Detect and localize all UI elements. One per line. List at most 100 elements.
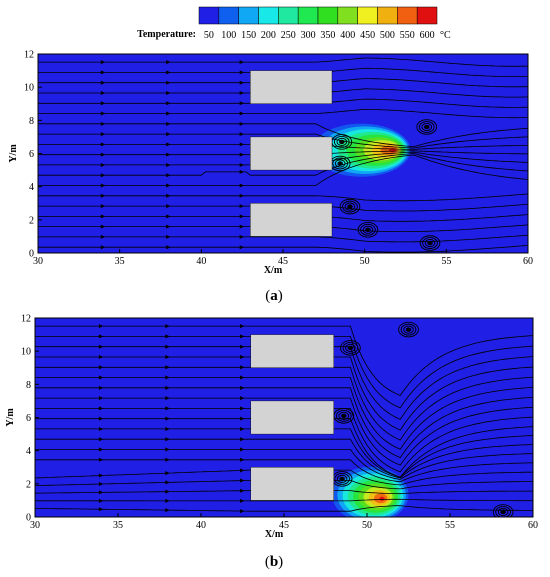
panel-a-flow-arrow <box>239 121 245 126</box>
panel-b-flow-arrow <box>165 457 170 462</box>
panel-a-vortex-ring <box>357 222 379 238</box>
panel-b-flow-arrow <box>240 406 245 411</box>
panel-b-flow-arrow <box>240 416 245 421</box>
panel-a-y-tick-label: 0 <box>29 249 34 260</box>
panel-a-streamline <box>38 153 528 176</box>
colorbar-tick-label: 400 <box>340 30 355 41</box>
panel-b-vortex-ring <box>342 341 359 354</box>
panel-b-flow-arrow <box>165 324 170 329</box>
panel-a-flow-arrow <box>100 142 106 147</box>
panel-b-vortex-ring <box>495 506 511 517</box>
panel-a-flow-arrow <box>100 132 106 137</box>
colorbar-swatch <box>416 6 438 25</box>
panel-b-flow-arrow <box>98 426 104 431</box>
colorbar-swatch <box>278 6 299 25</box>
panel-a-y-tick-label: 6 <box>29 149 34 160</box>
panel-a-vortex-core <box>424 125 429 129</box>
panel-b-vortex-ring <box>345 343 356 352</box>
panel-a-flow-arrow <box>239 80 245 85</box>
panel-b-flow-arrow <box>240 396 245 401</box>
panel-a-flow-arrow <box>239 234 245 239</box>
panel-a-flow-arrow <box>166 214 171 219</box>
panel-b-temperature-plume <box>332 466 409 517</box>
panel-b-vortex-ring <box>403 325 414 334</box>
colorbar-swatch <box>397 6 418 25</box>
panel-b-flow-arrow <box>98 473 104 478</box>
panel-b-x-tick-label: 50 <box>362 520 372 531</box>
panel-a-flow-arrow <box>239 204 245 209</box>
panel-a-letter: a <box>270 288 278 304</box>
panel-b-y-tick-label: 12 <box>21 314 31 325</box>
panel-a-vortex-ring <box>334 159 346 168</box>
panel-a-flow-arrow <box>100 152 106 157</box>
panel-a-flow-arrow <box>100 60 106 65</box>
panel-b-open-paren: ( <box>265 554 270 570</box>
panel-b-obstacles <box>250 334 335 501</box>
panel-b-flow-arrow <box>98 416 104 421</box>
panel-a-flow-arrow <box>166 152 171 157</box>
colorbar-swatch <box>297 6 319 25</box>
panel-b-streamline <box>35 459 533 483</box>
panel-b-flow-arrow <box>165 354 170 359</box>
panel-a-flow-arrow <box>166 193 171 198</box>
panel-b-streamline <box>35 449 533 480</box>
panel-b-obstacle <box>250 400 335 435</box>
panel-b-flow-arrow <box>98 385 104 390</box>
panel-a-vortex-ring <box>336 137 348 146</box>
panel-a-flow-arrow <box>100 245 106 250</box>
panel-b-flow-arrow <box>98 375 104 380</box>
panel-a-vortex-ring <box>333 136 350 148</box>
colorbar-tick-label: 500 <box>380 30 395 41</box>
panel-a-flow-arrow <box>239 90 245 95</box>
panel-b-x-tick-label: 30 <box>30 520 40 531</box>
panel-b-flow-arrow <box>98 344 104 349</box>
panel-a-flow-arrow <box>100 224 106 229</box>
panel-a-flow-arrow <box>166 245 171 250</box>
colorbar-tick-label: 200 <box>261 30 276 41</box>
panel-a-axes: 30 35 40 45 50 55 60 0 2 4 6 8 10 12 X/m Y/m <box>8 50 533 277</box>
panel-b-flow-arrow <box>240 457 245 462</box>
panel-b-obstacle <box>250 467 335 501</box>
colorbar-tick-label: 350 <box>320 30 335 41</box>
panel-a-y-tick-label: 4 <box>29 182 34 193</box>
colorbar-tick-label: 150 <box>241 30 256 41</box>
panel-b-flow-arrow <box>98 354 104 359</box>
panel-a-y-axis-title: Y/m <box>8 144 19 163</box>
panel-a-vortex-ring <box>422 237 438 249</box>
panel-a-flow-arrow <box>239 169 245 174</box>
panel-b-vortex-core <box>348 346 353 350</box>
colorbar-labels: 50 100 150 200 250 300 350 400 450 500 550 600 <box>204 30 435 41</box>
panel-a-flow-arrow <box>166 234 171 239</box>
panel-b-flow-arrow <box>240 385 245 390</box>
panel-b-flow-arrow <box>165 406 170 411</box>
panel-a-flow-arrow <box>166 101 171 106</box>
panel-b-label: (b) <box>265 554 283 570</box>
panel-a-vortex-ring <box>360 223 376 236</box>
panel-b-vortex-ring <box>338 411 350 420</box>
panel-a-flow-arrow <box>166 121 171 126</box>
panel-a-flow-arrow <box>239 111 245 116</box>
panel-a-obstacles <box>250 70 333 237</box>
panel-b-vortex-core <box>341 414 346 418</box>
panel-a-streamline <box>38 123 528 148</box>
panel-a-vortex-core <box>348 204 352 209</box>
panel-a-streamline <box>38 57 528 67</box>
panel-b-y-tick-label: 8 <box>26 380 31 391</box>
panel-b-vortex-ring <box>334 472 350 485</box>
panel-b-flow-arrow <box>165 489 170 494</box>
panel-a-chart: 30 35 40 45 50 55 60 0 2 4 6 8 10 12 X/m Y/m <box>8 50 533 277</box>
panel-b-flow-arrow <box>98 437 104 442</box>
colorbar-tick-label: 450 <box>360 30 375 41</box>
panel-b-flow-arrow <box>240 344 245 349</box>
panel-b-flow-arrow <box>165 396 170 401</box>
panel-a-flow-arrow <box>100 90 106 95</box>
colorbar-tick-label: 300 <box>301 30 316 41</box>
panel-a-flow-arrow <box>100 214 106 219</box>
panel-a-x-tick-label: 60 <box>523 256 533 267</box>
panel-b-x-tick-label: 60 <box>528 520 538 531</box>
panel-b-vortex-ring <box>336 474 348 483</box>
panel-a-flow-arrow <box>100 193 106 198</box>
colorbar-title: Temperature: <box>137 29 196 40</box>
panel-b-flow-arrow <box>240 509 245 514</box>
